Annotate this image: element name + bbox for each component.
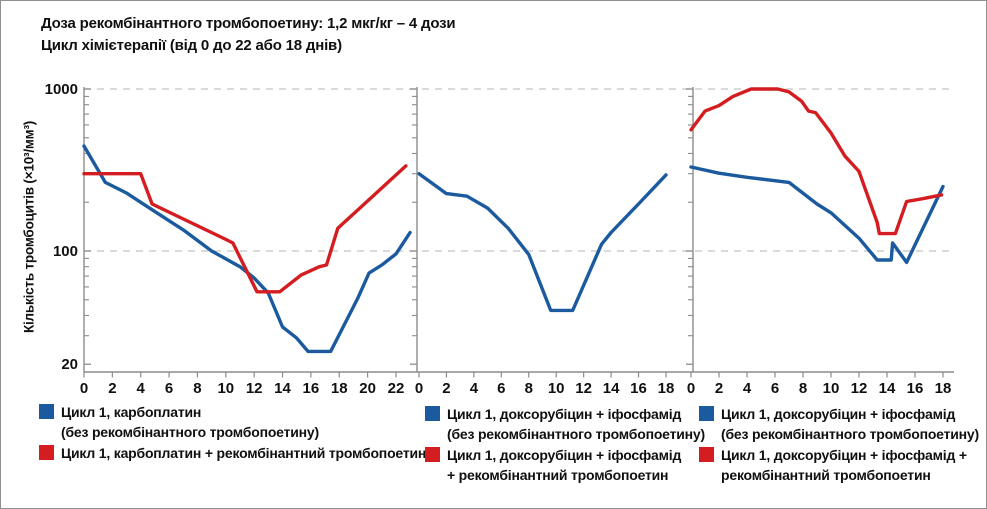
series-blue-panel-1 bbox=[82, 144, 412, 354]
legend-label-line: Цикл 1, доксорубіцин + іфосфамід bbox=[447, 447, 682, 463]
svg-text:10: 10 bbox=[217, 380, 234, 397]
legend-swatch-blue bbox=[699, 406, 714, 421]
svg-text:16: 16 bbox=[907, 380, 924, 397]
svg-text:2: 2 bbox=[715, 380, 723, 397]
legend-swatch-red bbox=[699, 447, 714, 462]
svg-text:18: 18 bbox=[935, 380, 952, 397]
series-red-panel-3 bbox=[689, 87, 944, 236]
svg-text:6: 6 bbox=[165, 380, 173, 397]
svg-text:18: 18 bbox=[658, 380, 675, 397]
series-blue-panel-2 bbox=[417, 171, 668, 313]
svg-text:20: 20 bbox=[61, 356, 78, 373]
svg-text:2: 2 bbox=[108, 380, 116, 397]
svg-text:22: 22 bbox=[388, 380, 405, 397]
chart-canvas: 0 2 4 6 8 10 12 14 16 18 20 22 0 2 4 6 8 10 12 14 16 18 0 2 4 6 8 1… bbox=[1, 1, 986, 401]
legend-label-line: (без рекомбінантного тромбопоетину) bbox=[447, 426, 705, 442]
svg-text:0: 0 bbox=[687, 380, 695, 397]
title-line-1: Доза рекомбінантного тромбопоетину: 1,2 … bbox=[41, 15, 456, 32]
title-line-2: Цикл хімієтерапії (від 0 до 22 або 18 дн… bbox=[41, 37, 342, 54]
svg-text:16: 16 bbox=[630, 380, 647, 397]
svg-text:12: 12 bbox=[246, 380, 263, 397]
legend-entry: Цикл 1, карбоплатин + рекомбінантний тро… bbox=[39, 443, 426, 463]
svg-text:12: 12 bbox=[575, 380, 592, 397]
legend-label-line: Цикл 1, доксорубіцин + іфосфамід bbox=[721, 406, 956, 422]
svg-text:8: 8 bbox=[193, 380, 201, 397]
svg-text:8: 8 bbox=[525, 380, 533, 397]
svg-text:14: 14 bbox=[274, 380, 291, 397]
legend-entry: Цикл 1, доксорубіцин + іфосфамід (без ре… bbox=[425, 404, 705, 444]
legend-swatch-red bbox=[39, 445, 54, 460]
legend-entry: Цикл 1, карбоплатин (без рекомбінантного… bbox=[39, 402, 426, 442]
svg-text:0: 0 bbox=[415, 380, 423, 397]
legend-entry: Цикл 1, доксорубіцин + іфосфамід (без ре… bbox=[699, 404, 979, 444]
svg-text:2: 2 bbox=[442, 380, 450, 397]
svg-text:8: 8 bbox=[799, 380, 807, 397]
svg-text:20: 20 bbox=[359, 380, 376, 397]
legend-swatch-blue bbox=[39, 404, 54, 419]
legend-label-line: + рекомбінантний тромбопоетин bbox=[447, 467, 669, 483]
series-blue-panel-3 bbox=[689, 165, 945, 265]
platelet-chart-svg: 0 2 4 6 8 10 12 14 16 18 20 22 0 2 4 6 8 10 12 14 16 18 0 2 4 6 8 1… bbox=[45, 81, 954, 397]
svg-text:12: 12 bbox=[851, 380, 868, 397]
legend-entry: Цикл 1, доксорубіцин + іфосфамід + реком… bbox=[699, 445, 979, 485]
legend-label-line: рекомбінантний тромбопоетин bbox=[721, 467, 931, 483]
svg-text:14: 14 bbox=[603, 380, 620, 397]
series-red-panel-1 bbox=[82, 164, 408, 294]
svg-text:10: 10 bbox=[548, 380, 565, 397]
svg-text:4: 4 bbox=[137, 380, 146, 397]
svg-text:16: 16 bbox=[303, 380, 320, 397]
svg-text:0: 0 bbox=[80, 380, 88, 397]
svg-text:18: 18 bbox=[331, 380, 348, 397]
legend-column-doxo-ifos-1: Цикл 1, доксорубіцин + іфосфамід (без ре… bbox=[425, 404, 705, 486]
svg-text:10: 10 bbox=[823, 380, 840, 397]
legend-label-line: Цикл 1, карбоплатин + рекомбінантний тро… bbox=[61, 445, 427, 461]
figure-title: Доза рекомбінантного тромбопоетину: 1,2 … bbox=[41, 13, 456, 57]
legend-swatch-blue bbox=[425, 406, 440, 421]
legend-column-carboplatin: Цикл 1, карбоплатин (без рекомбінантного… bbox=[39, 402, 426, 464]
svg-text:6: 6 bbox=[771, 380, 779, 397]
legend-label-line: Цикл 1, карбоплатин bbox=[61, 404, 202, 420]
legend-swatch-red bbox=[425, 447, 440, 462]
svg-text:1000: 1000 bbox=[45, 81, 78, 98]
legend-label-line: (без рекомбінантного тромбопоетину) bbox=[721, 426, 979, 442]
legend-entry: Цикл 1, доксорубіцин + іфосфамід + реком… bbox=[425, 445, 705, 485]
legend-label-line: Цикл 1, доксорубіцин + іфосфамід + bbox=[721, 447, 967, 463]
svg-text:100: 100 bbox=[53, 243, 78, 260]
svg-text:4: 4 bbox=[743, 380, 752, 397]
legend-column-doxo-ifos-2: Цикл 1, доксорубіцин + іфосфамід (без ре… bbox=[699, 404, 979, 486]
svg-text:6: 6 bbox=[497, 380, 505, 397]
legend-label-line: (без рекомбінантного тромбопоетину) bbox=[61, 424, 319, 440]
svg-text:14: 14 bbox=[879, 380, 896, 397]
svg-text:4: 4 bbox=[470, 380, 479, 397]
legend-label-line: Цикл 1, доксорубіцин + іфосфамід bbox=[447, 406, 682, 422]
